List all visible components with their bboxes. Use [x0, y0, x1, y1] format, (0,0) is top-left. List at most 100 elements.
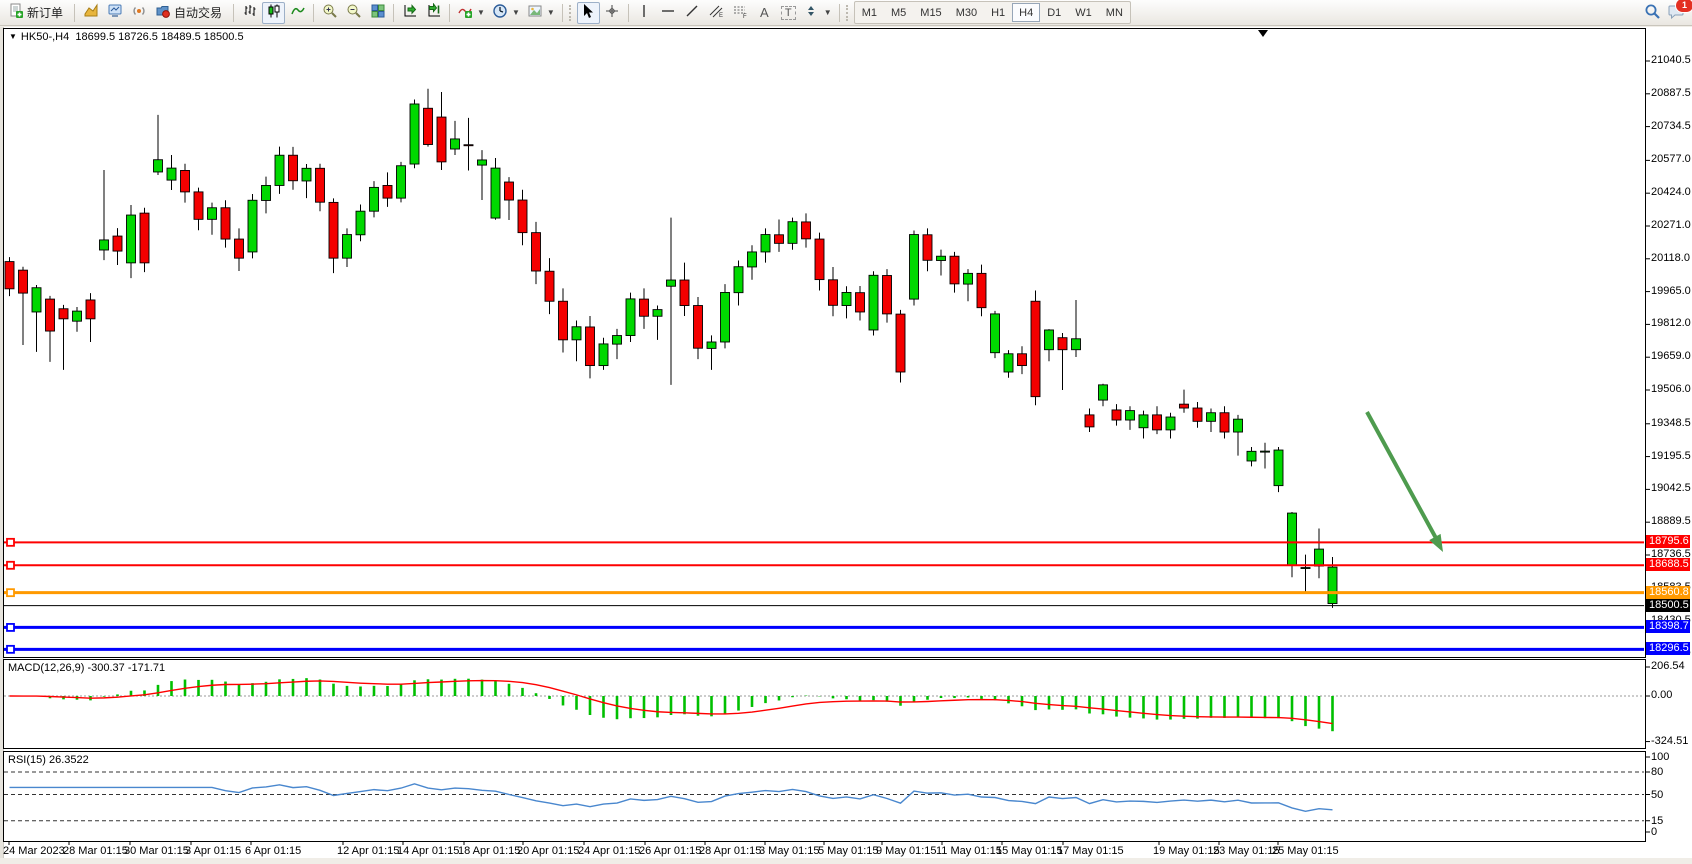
tf-mn-button[interactable]: MN [1099, 3, 1130, 22]
line-price-label[interactable]: 18560.8 [1646, 585, 1690, 599]
annotation-arrow[interactable] [1365, 411, 1439, 541]
signals-button[interactable] [127, 2, 150, 24]
candle-body [909, 234, 919, 300]
line-drag-handle[interactable] [6, 588, 15, 598]
candle-body [679, 279, 690, 306]
time-axis-label: 18 Apr 01:15 [458, 845, 521, 857]
toolbar: 新订单 自动交易 [0, 0, 1692, 26]
main-chart-pane[interactable] [3, 28, 1646, 658]
candle-body [1165, 416, 1176, 431]
signals-icon [131, 3, 147, 22]
time-axis-label: 3 May 01:15 [759, 845, 820, 857]
auto-trading-button[interactable]: 自动交易 [151, 2, 229, 24]
line-drag-handle[interactable] [6, 537, 15, 547]
text-button[interactable]: A [753, 2, 776, 24]
macd-signal-line [9, 679, 1333, 725]
price-tick-label: 19965.0 [1651, 284, 1691, 297]
macd-pane[interactable] [3, 659, 1646, 749]
market-watch-button[interactable] [79, 2, 102, 24]
zoom-in-button[interactable] [318, 2, 341, 24]
candle-body [922, 234, 933, 261]
line-price-label[interactable]: 18688.5 [1646, 558, 1690, 572]
periods-button[interactable]: ▼ [489, 2, 523, 24]
new-order-button[interactable]: 新订单 [4, 2, 70, 24]
trendline-button[interactable] [681, 2, 704, 24]
vertical-line-icon [636, 3, 652, 22]
line-price-label[interactable]: 18795.6 [1646, 535, 1690, 549]
price-tick-label: 20734.5 [1651, 119, 1691, 132]
macd-axis-label: 0.00 [1651, 689, 1673, 701]
toolbar-grip [568, 4, 574, 21]
time-axis-label: 26 Apr 01:15 [639, 845, 702, 857]
price-tick-label: 21040.5 [1651, 54, 1691, 66]
chart-collapse-icon[interactable]: ▼ [9, 32, 17, 41]
line-drag-handle[interactable] [6, 623, 15, 632]
macd-axis-label: 206.54 [1651, 660, 1685, 672]
line-chart-button[interactable] [286, 2, 309, 24]
market-watch-icon [83, 3, 99, 22]
chart-shift-button[interactable] [422, 2, 445, 24]
candlestick-chart-button[interactable] [262, 1, 286, 24]
crosshair-icon [604, 3, 620, 22]
candle-body [1111, 409, 1122, 421]
candle-body [274, 154, 285, 186]
zoom-out-button[interactable] [342, 2, 365, 24]
tf-m5-button[interactable]: M5 [884, 3, 913, 22]
candle-body [558, 300, 568, 341]
chart-shift-marker-icon[interactable] [1258, 30, 1268, 37]
candle-body [828, 279, 838, 306]
tile-windows-button[interactable] [366, 2, 389, 24]
bar-chart-icon [242, 3, 258, 22]
tf-h4-button[interactable]: H4 [1012, 3, 1041, 22]
price-tick-label: 20271.0 [1651, 218, 1691, 231]
line-chart-icon [290, 3, 306, 22]
candle-body [301, 167, 312, 182]
rsi-axis-label: 15 [1651, 814, 1664, 827]
candle-body [841, 292, 852, 306]
tf-d1-button[interactable]: D1 [1040, 3, 1068, 22]
tf-w1-button[interactable]: W1 [1068, 3, 1099, 22]
vertical-line-button[interactable] [633, 2, 656, 24]
line-price-label[interactable]: 18296.5 [1646, 642, 1690, 656]
line-price-label[interactable]: 18398.7 [1646, 620, 1690, 634]
crosshair-button[interactable] [601, 2, 624, 24]
candle-body [247, 199, 258, 253]
candle-body [1314, 548, 1324, 567]
trendline-icon [684, 3, 700, 22]
indicators-button[interactable]: ▼ [454, 2, 488, 24]
auto-scroll-button[interactable] [398, 2, 421, 24]
search-button[interactable] [1641, 2, 1664, 24]
tf-h1-button[interactable]: H1 [984, 3, 1012, 22]
line-drag-handle[interactable] [6, 560, 15, 570]
annotation-arrow-head[interactable] [1429, 533, 1443, 552]
price-tick-label: 20424.0 [1651, 186, 1691, 199]
candle-body [396, 165, 406, 199]
candle-body [1287, 512, 1297, 566]
arrows-button[interactable]: ▼ [801, 2, 835, 24]
equidistant-channel-button[interactable]: E [705, 2, 728, 24]
candle-body [693, 305, 703, 349]
arrows-icon [804, 3, 820, 22]
candle-body [58, 308, 69, 320]
cursor-button[interactable] [576, 1, 600, 24]
horizontal-line-button[interactable] [657, 2, 680, 24]
text-label-button[interactable]: T [777, 2, 800, 24]
candle-body [31, 287, 42, 313]
candle-body [774, 234, 784, 244]
candle-body [868, 274, 879, 331]
templates-button[interactable]: ▼ [524, 2, 558, 24]
fibonacci-button[interactable]: F [729, 2, 752, 24]
price-tick-label: 19195.5 [1651, 449, 1691, 462]
line-drag-handle[interactable] [6, 644, 15, 654]
tf-m15-button[interactable]: M15 [913, 3, 948, 22]
price-tick-label: 20577.0 [1651, 153, 1691, 166]
candle-body [1003, 353, 1014, 373]
terminal-button[interactable] [103, 2, 126, 24]
chart-shift-icon [426, 2, 442, 22]
tf-m30-button[interactable]: M30 [949, 3, 984, 22]
tf-m1-button[interactable]: M1 [855, 3, 884, 22]
candle-body [936, 255, 946, 261]
bar-chart-button[interactable] [238, 2, 261, 24]
time-axis-label: 12 Apr 01:15 [337, 845, 400, 857]
price-tick-label: 19042.5 [1651, 482, 1691, 495]
